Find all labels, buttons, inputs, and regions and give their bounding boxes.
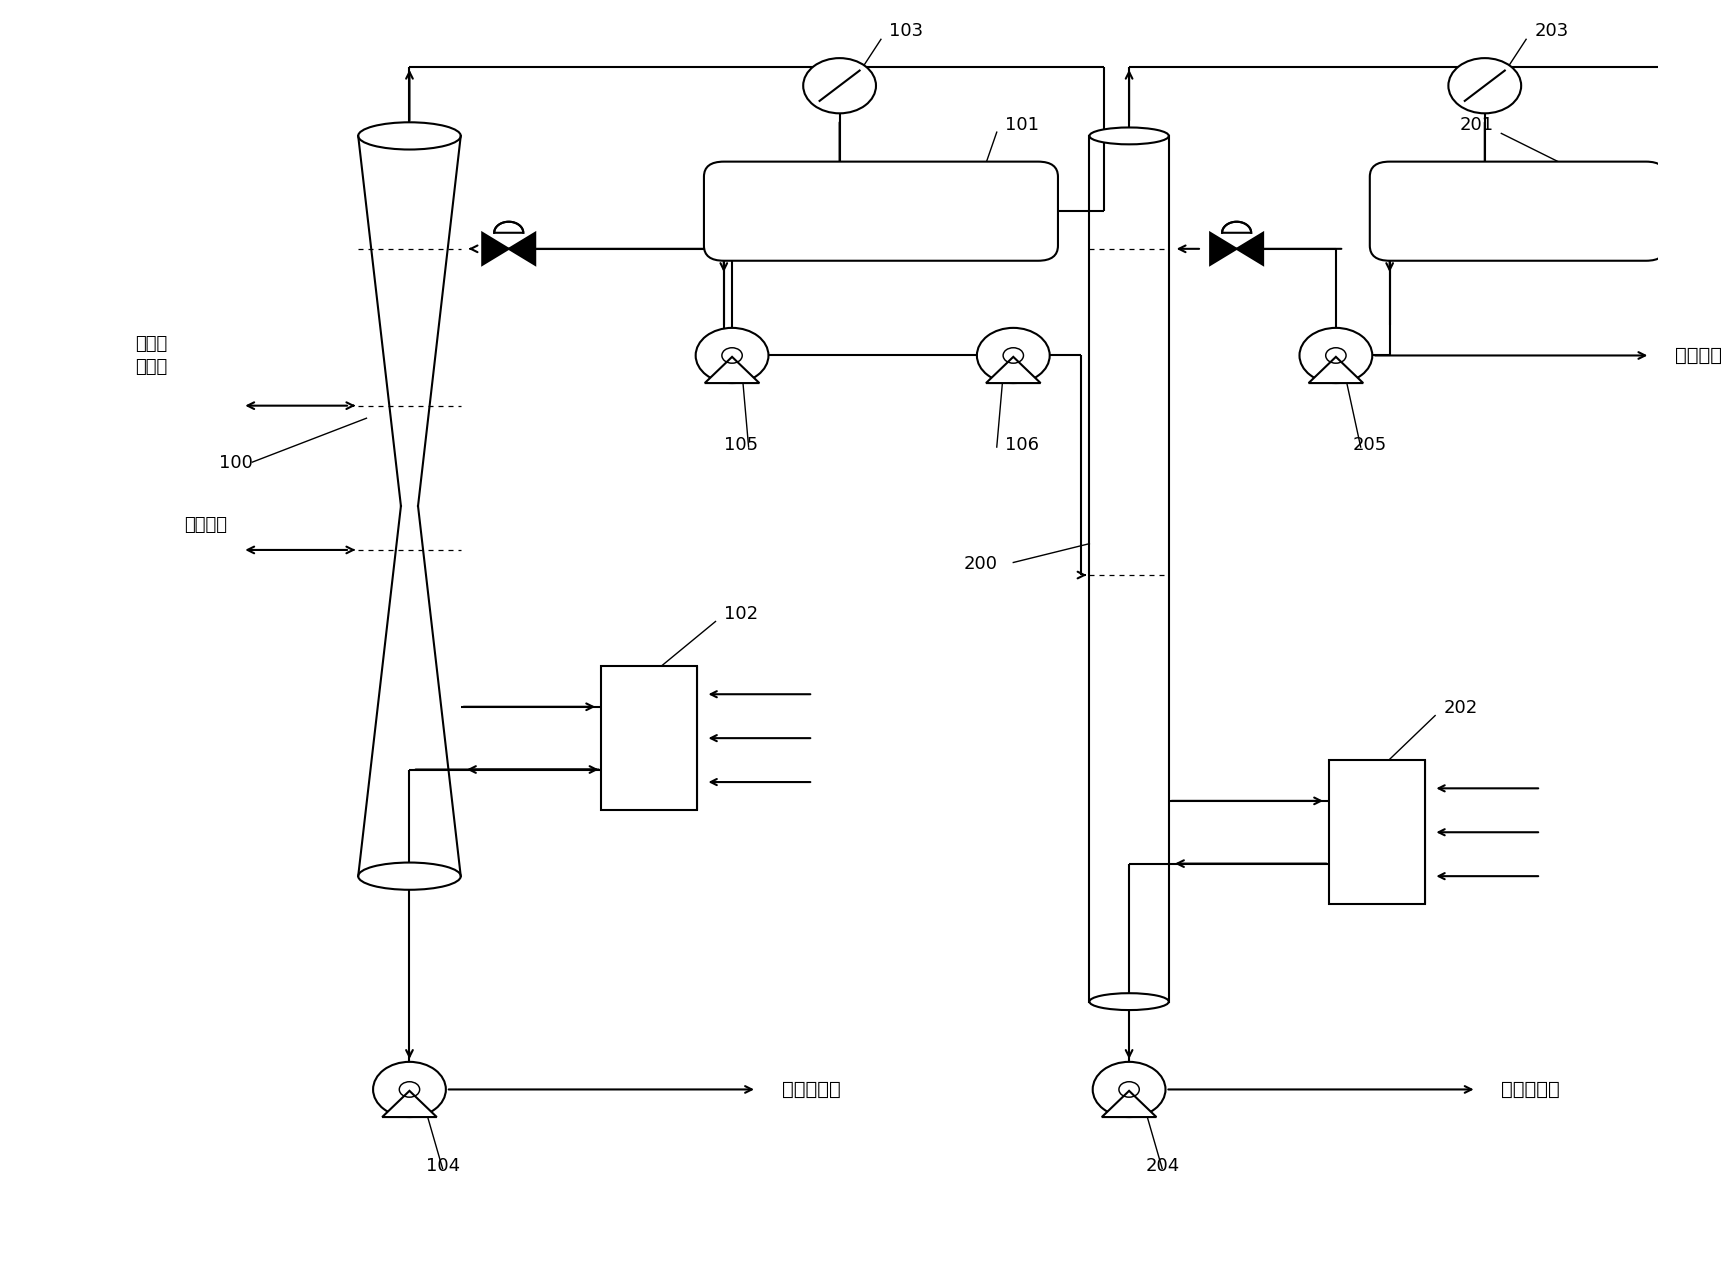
Text: 203: 203 (1535, 21, 1568, 39)
Text: 乙二醇产品: 乙二醇产品 (782, 1080, 841, 1099)
Polygon shape (495, 222, 524, 232)
Polygon shape (508, 232, 536, 265)
Circle shape (803, 58, 875, 114)
Text: 103: 103 (889, 21, 924, 39)
Text: 费托合
成废水: 费托合 成废水 (134, 335, 167, 376)
Text: 201: 201 (1459, 116, 1494, 134)
FancyBboxPatch shape (705, 162, 1058, 260)
Polygon shape (358, 136, 460, 506)
Text: 204: 204 (1146, 1157, 1180, 1175)
Text: 105: 105 (724, 436, 758, 453)
Ellipse shape (358, 123, 460, 149)
Polygon shape (705, 357, 760, 383)
Text: 环氧乙烷: 环氧乙烷 (184, 515, 227, 534)
Text: 102: 102 (724, 605, 758, 623)
Text: 100: 100 (219, 455, 253, 472)
Polygon shape (1210, 232, 1237, 265)
Polygon shape (1101, 1091, 1156, 1116)
Polygon shape (1222, 222, 1251, 232)
Text: 106: 106 (1005, 436, 1039, 453)
Bar (601, 666, 698, 811)
Polygon shape (383, 1091, 436, 1116)
Circle shape (1299, 328, 1372, 383)
Circle shape (977, 328, 1049, 383)
Text: 202: 202 (1444, 698, 1478, 717)
Ellipse shape (1089, 993, 1168, 1010)
Text: 乙醇产品: 乙醇产品 (1675, 346, 1721, 365)
Polygon shape (482, 232, 508, 265)
Circle shape (1092, 1062, 1165, 1116)
Text: 104: 104 (426, 1157, 460, 1175)
Polygon shape (1308, 357, 1363, 383)
Circle shape (696, 328, 768, 383)
Text: 205: 205 (1353, 436, 1387, 453)
Bar (1328, 760, 1425, 904)
FancyBboxPatch shape (1370, 162, 1666, 260)
Polygon shape (986, 357, 1041, 383)
Text: 叔丁醇产品: 叔丁醇产品 (1501, 1080, 1559, 1099)
Ellipse shape (1089, 128, 1168, 144)
Circle shape (374, 1062, 446, 1116)
Text: 200: 200 (963, 554, 998, 572)
Polygon shape (1237, 232, 1263, 265)
Circle shape (1449, 58, 1521, 114)
Text: 101: 101 (1005, 116, 1039, 134)
Ellipse shape (358, 863, 460, 889)
